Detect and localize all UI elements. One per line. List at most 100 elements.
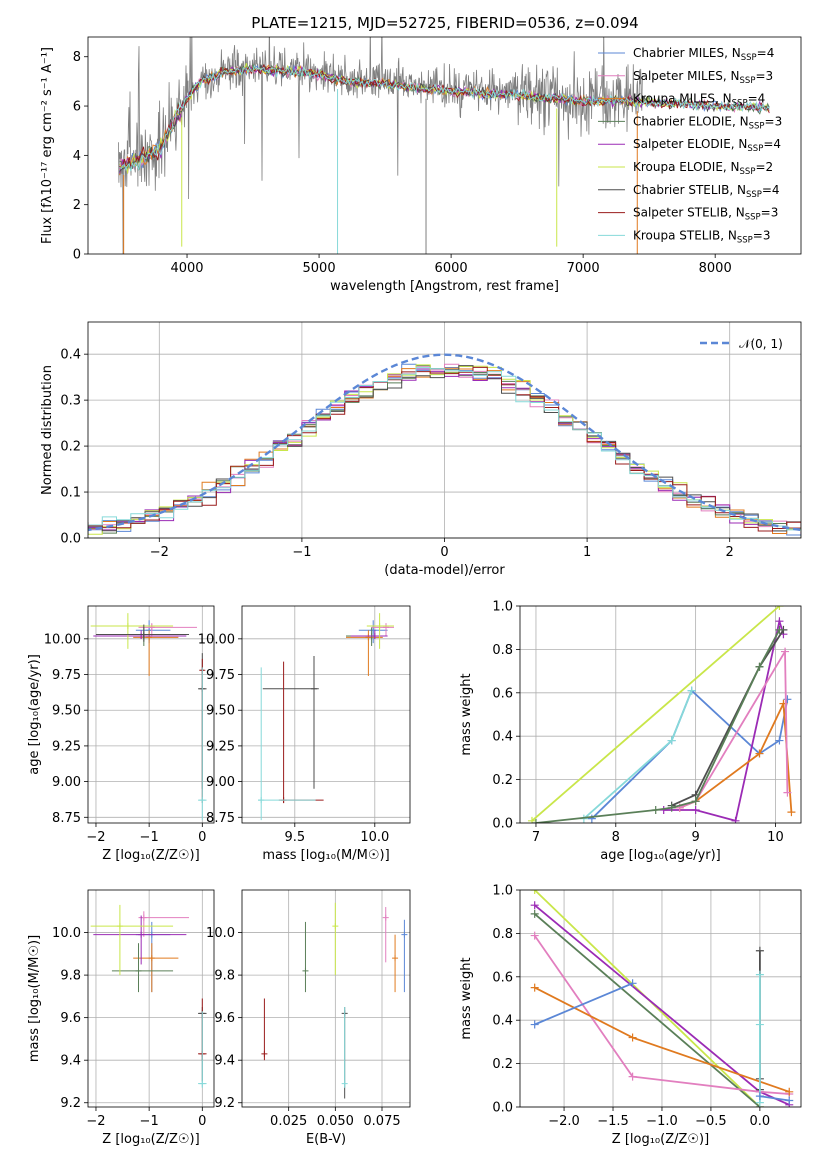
axes-age_vs_mass: 9.5 10.0 8.75 9.00 9.25 9.50 9.75 10.00 mass [lo… [198,605,411,863]
x-tick-label: 2 [726,545,734,560]
legend-label-main: Chabrier ELODIE, N [633,114,749,128]
y-tick-label: 6 [73,100,81,115]
y-tick-label: 0.6 [492,686,513,701]
y-tick-label: 9.6 [214,1011,235,1026]
point-marker [628,1072,637,1081]
legend-label-sub: SSP [747,144,763,154]
x-tick-label: 0.0 [750,1114,771,1129]
y-tick-label: 10.00 [198,632,235,647]
point-marker [530,931,539,940]
point-marker [376,622,383,629]
y-axis-label: Normed distribution [40,365,55,495]
x-tick-label: −2 [150,545,169,560]
point-marker [755,970,764,979]
x-tick-label: 0.050 [317,1114,354,1129]
point-marker [116,923,123,930]
x-tick-label: −2 [86,1114,105,1129]
y-tick-label: 0.0 [60,532,81,547]
y-tick-label: 10.0 [206,926,235,941]
x-tick-label: 5000 [303,261,336,276]
point-salpeter-elodie [350,630,388,639]
plot-area [90,613,207,821]
legend-label: Chabrier ELODIE, NSSP=3 [633,114,782,131]
legend-label-tail: =2 [755,160,773,174]
point-marker [199,1080,206,1087]
point-marker [775,736,784,745]
point-marker [651,805,660,814]
point-marker [530,1020,539,1029]
point-marker [332,923,339,930]
point-marker [148,955,155,962]
point-kroupa-elodie [90,613,174,649]
x-tick-label: −2 [86,830,105,845]
axes-frame [87,321,802,539]
y-tick-label: 0.2 [492,773,513,788]
series-chabrier-elodie [531,625,784,823]
point-kroupa-miles [392,934,399,993]
legend-label-main: Chabrier STELIB, N [633,183,746,197]
x-tick-label: 1 [583,545,591,560]
x-axis-label: age [log₁₀(age/yr)] [600,848,721,863]
y-axis-label: mass [log₁₀(M/M☉)] [27,935,42,1062]
point-marker [775,617,784,626]
point-marker [148,624,155,631]
series-line [534,913,761,1107]
y-tick-label: 0.2 [60,440,81,455]
point-marker [775,606,784,610]
y-tick-label: 9.00 [206,775,235,790]
point-marker [691,797,700,806]
point-marker [783,695,792,704]
point-salpeter-miles [138,623,197,636]
y-tick-label: 4 [73,149,81,164]
y-tick-label: 8.75 [52,811,81,826]
point-kroupa-miles [133,630,179,676]
point-marker [199,797,206,804]
point-chabrier-elodie [111,943,174,993]
y-tick-label: 0.0 [492,817,513,832]
x-axis-label: wavelength [Angstrom, rest frame] [330,279,559,294]
y-axis-label: mass weight [459,957,474,1039]
point-marker [302,967,309,974]
point-marker [527,816,536,823]
y-tick-label: 9.50 [206,704,235,719]
legend-label-tail: =3 [761,206,779,220]
legend-label-sub: SSP [737,235,753,245]
observed-spectrum-line [118,37,643,254]
x-axis-label: (data-model)/error [384,563,505,578]
point-marker [530,890,539,894]
plot-area [527,606,796,823]
y-tick-label: 8.75 [206,811,235,826]
y-tick-label: 1.0 [492,884,513,899]
y-tick-label: 9.6 [60,1011,81,1026]
y-tick-label: 0.4 [492,1014,513,1029]
axes-mass_vs_Z: −2 −1 0 9.2 9.4 9.6 9.8 10.0 Z [log₁₀(Z/Z☉)] mass… [27,889,215,1147]
legend-label: Salpeter ELODIE, NSSP=4 [633,137,781,154]
x-tick-label: −1.5 [597,1114,629,1129]
y-tick-label: 10.00 [44,632,81,647]
point-kroupa-elodie [332,902,339,976]
point-marker [787,808,796,817]
y-tick-label: 8 [73,50,81,65]
point-marker [401,931,408,938]
legend-label-sub: SSP [740,76,756,86]
point-salpeter-elodie [93,915,187,965]
grid [520,889,801,1108]
y-tick-label: 1.0 [492,600,513,615]
x-axis-label: mass [log₁₀(M/M☉)] [262,848,389,863]
plot-area [90,904,207,1088]
y-tick-label: 0.4 [492,730,513,745]
series-line [533,935,790,1095]
point-marker [140,914,147,921]
y-tick-label: 9.2 [60,1096,81,1111]
point-salpeter-stelib [261,998,268,1061]
series-line [535,629,781,823]
point-kroupa-elodie [90,904,174,976]
point-marker [783,788,792,797]
series-kroupa-stelib [755,970,764,1107]
point-kroupa-stelib [198,1011,207,1088]
grid [242,890,410,1107]
axes-mass_vs_ebv: 0.025 0.050 0.075 9.2 9.4 9.6 9.8 10.0 E(B-V) [206,889,411,1147]
x-axis-label: E(B-V) [306,1132,346,1147]
point-marker [531,819,540,823]
point-marker [138,931,145,938]
